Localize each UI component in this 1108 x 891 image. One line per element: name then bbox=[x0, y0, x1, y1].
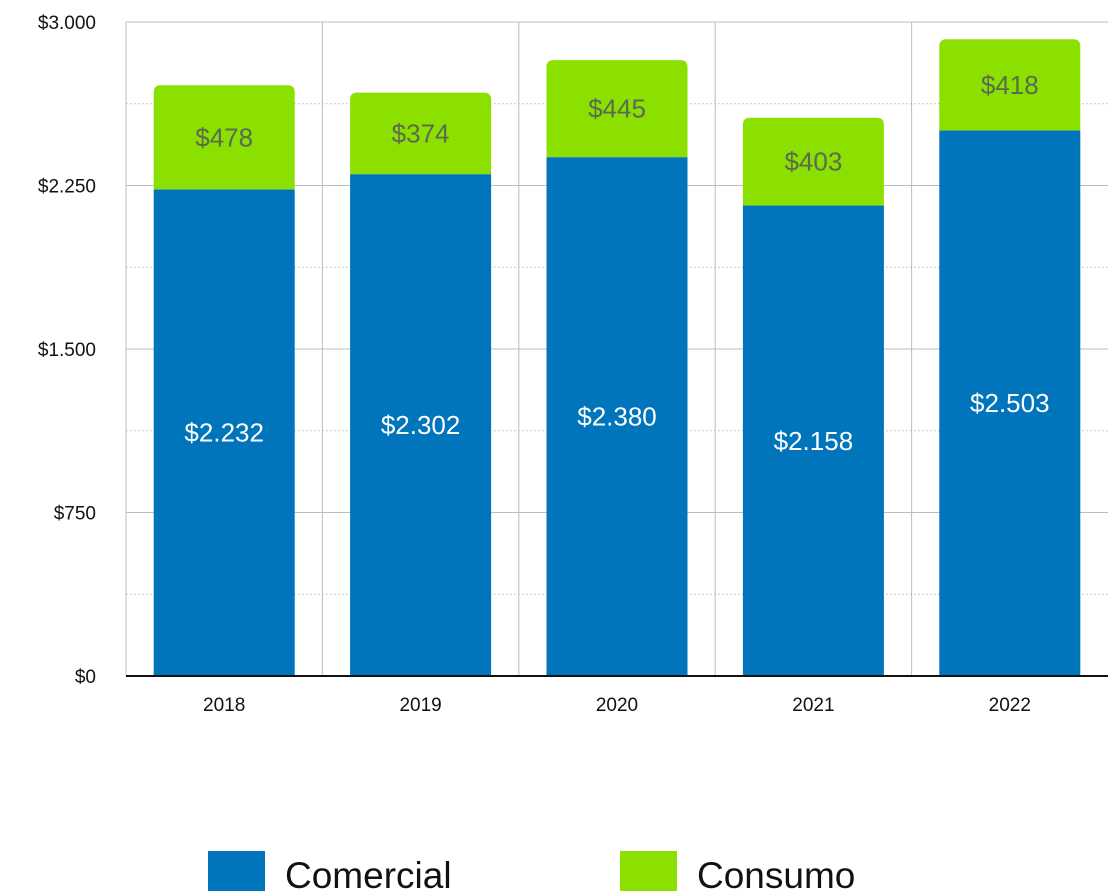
data-label-comercial: $2.380 bbox=[577, 402, 657, 432]
data-label-layer: $2.232 $478 $2.302 $374 $2.380 $445 $2.158 $403… bbox=[184, 70, 1049, 456]
legend-swatch bbox=[208, 851, 265, 891]
axis-layer: $0 $750 $1.500 $2.250 $3.000 2018 2019 2020 2021… bbox=[38, 13, 1108, 716]
legend: Comercial Consumo bbox=[208, 851, 855, 891]
bar-segment-comercial bbox=[153, 189, 295, 676]
data-label-comercial: $2.302 bbox=[381, 410, 461, 440]
y-tick-label: $750 bbox=[54, 504, 96, 525]
y-tick-label: $2.250 bbox=[38, 177, 96, 198]
y-tick-label: $0 bbox=[75, 667, 96, 688]
x-tick-label: 2021 bbox=[792, 695, 834, 716]
data-label-consumo: $418 bbox=[981, 70, 1039, 100]
x-tick-label: 2020 bbox=[596, 695, 638, 716]
legend-label: Consumo bbox=[697, 855, 855, 891]
data-label-consumo: $445 bbox=[588, 94, 646, 124]
data-label-consumo: $478 bbox=[195, 122, 253, 152]
y-tick-label: $1.500 bbox=[38, 340, 96, 361]
bar-segment-consumo bbox=[350, 92, 492, 175]
bar-segment-consumo bbox=[153, 85, 295, 190]
bar-segment-comercial bbox=[546, 157, 688, 676]
data-label-comercial: $2.232 bbox=[184, 418, 264, 448]
data-label-comercial: $2.503 bbox=[970, 388, 1050, 418]
x-tick-label: 2019 bbox=[399, 695, 441, 716]
data-label-consumo: $403 bbox=[784, 147, 842, 177]
x-tick-label: 2022 bbox=[989, 695, 1031, 716]
bar-segment-comercial bbox=[350, 174, 492, 676]
data-label-comercial: $2.158 bbox=[774, 426, 854, 456]
y-tick-label: $3.000 bbox=[38, 13, 96, 34]
bar-segment-consumo bbox=[939, 39, 1081, 131]
bar-layer bbox=[153, 39, 1081, 676]
legend-label: Comercial bbox=[285, 855, 452, 891]
legend-swatch bbox=[620, 851, 677, 891]
x-tick-label: 2018 bbox=[203, 695, 245, 716]
bar-segment-consumo bbox=[742, 117, 884, 206]
bar-segment-comercial bbox=[742, 205, 884, 676]
bar-segment-comercial bbox=[939, 130, 1081, 676]
bar-segment-consumo bbox=[546, 60, 688, 158]
data-label-consumo: $374 bbox=[392, 118, 450, 148]
